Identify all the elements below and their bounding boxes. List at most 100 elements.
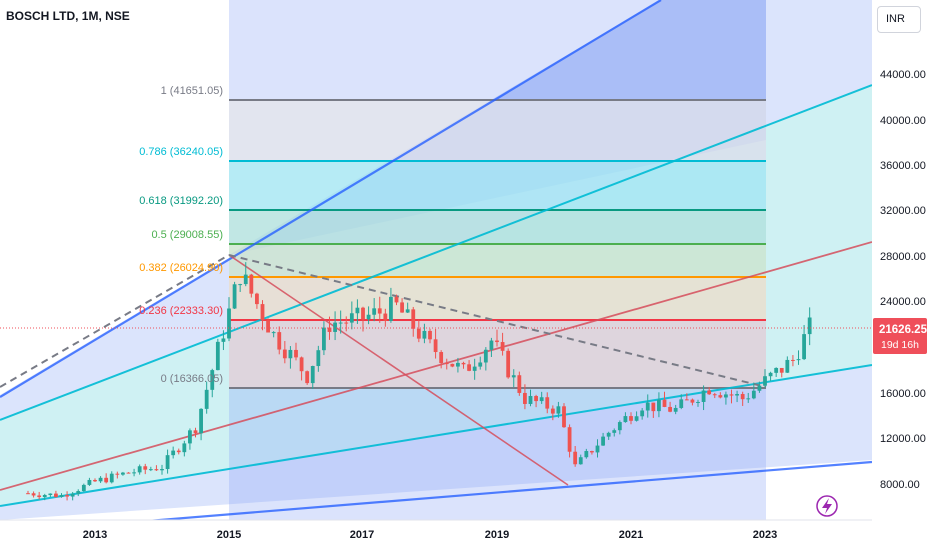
parallel-upper-line[interactable]	[0, 84, 872, 421]
dashed-extension-line[interactable]	[0, 254, 230, 388]
candle-body	[657, 399, 661, 412]
candle-body	[48, 493, 53, 496]
candle-body	[774, 367, 779, 373]
candle-body	[523, 392, 527, 404]
candle-body	[137, 466, 142, 473]
candle-body	[768, 372, 773, 377]
candle-body	[109, 473, 114, 483]
lightning-icon[interactable]	[816, 495, 838, 517]
candle-body	[506, 350, 511, 378]
candle-body	[344, 322, 349, 324]
candle-body	[171, 450, 176, 456]
candle-body	[31, 493, 36, 496]
candle-body	[718, 395, 723, 398]
time-axis[interactable]	[0, 520, 872, 550]
candle-body	[260, 304, 265, 321]
time-axis-ticks: 2013 2015 2017 2019 2021 2023	[83, 529, 777, 541]
candle-body	[483, 349, 488, 363]
candle-body	[444, 363, 449, 365]
dashed-resistance-line[interactable]	[228, 254, 767, 388]
candle-body	[696, 401, 700, 403]
candle-body	[472, 366, 477, 371]
candle-body	[779, 367, 784, 373]
candle-body	[37, 495, 42, 498]
price-tick-label: 16000.00	[880, 388, 926, 400]
candle-body	[701, 390, 706, 402]
red-decline-line[interactable]	[228, 254, 569, 486]
time-tick-label: 2023	[753, 529, 777, 541]
candle-body	[227, 308, 231, 339]
candle-body	[757, 385, 762, 391]
candle-body	[210, 370, 215, 390]
candle-body	[562, 406, 566, 428]
candle-body	[389, 296, 393, 321]
candle-body	[791, 359, 795, 361]
price-tick-label: 44000.00	[880, 69, 926, 81]
fib-band-3	[229, 210, 766, 244]
candle-body	[601, 436, 605, 446]
channel-lower-line[interactable]	[0, 460, 872, 533]
candle-body	[500, 342, 505, 351]
candle-body	[623, 416, 628, 423]
candle-body	[176, 450, 181, 453]
candle-body	[299, 357, 304, 372]
candle-body	[355, 307, 360, 314]
candle-body	[338, 322, 343, 324]
last-price-value: 21626.25	[879, 324, 928, 336]
parallel-lower-line[interactable]	[0, 364, 872, 507]
channel-upper-line[interactable]	[0, 0, 662, 398]
candle-body	[662, 399, 667, 407]
candle-body	[668, 406, 672, 412]
fib-levels[interactable]	[229, 99, 766, 389]
candle-body	[528, 395, 533, 404]
candle-body	[333, 322, 337, 332]
candle-body	[450, 363, 455, 367]
last-price-label: 21626.25 19d 16h	[873, 318, 928, 354]
candle-body	[746, 398, 751, 400]
candle-body	[684, 399, 689, 401]
time-tick-label: 2013	[83, 529, 107, 541]
candle-body	[478, 362, 483, 367]
red-trend-line[interactable]	[0, 241, 872, 491]
candle-body	[612, 430, 617, 433]
candle-body	[249, 274, 254, 294]
price-tick-label: 8000.00	[880, 479, 920, 491]
price-tick-label: 24000.00	[880, 296, 926, 308]
candle-body	[729, 394, 734, 396]
candle-body	[807, 317, 812, 335]
candle-body	[221, 338, 226, 342]
countdown-timer: 19d 16h	[881, 339, 919, 351]
price-tick-label: 40000.00	[880, 115, 926, 127]
candle-body	[740, 394, 745, 400]
candle-body	[400, 302, 404, 313]
candle-body	[595, 445, 600, 453]
fib-label-1: 1 (41651.05)	[161, 85, 223, 97]
candle-body	[26, 493, 30, 495]
candle-body	[673, 407, 678, 412]
candle-body	[271, 332, 276, 334]
symbol-header[interactable]: BOSCH LTD, 1M, NSE	[6, 9, 130, 23]
candle-body	[606, 432, 611, 437]
candle-body	[578, 457, 583, 465]
currency-selector[interactable]: INR	[877, 6, 921, 33]
candle-body	[98, 477, 103, 482]
price-tick-label: 28000.00	[880, 251, 926, 263]
candle-body	[461, 362, 466, 365]
candle-body	[383, 313, 388, 321]
candle-body	[188, 430, 192, 444]
candle-body	[712, 394, 717, 396]
candle-body	[796, 359, 801, 361]
candle-body	[567, 427, 572, 452]
price-tick-label: 36000.00	[880, 160, 926, 172]
candle-body	[361, 307, 365, 320]
candle-body	[349, 313, 354, 323]
candle-body	[617, 422, 622, 431]
candle-body	[724, 394, 728, 398]
candle-body	[573, 451, 578, 465]
candle-body	[282, 349, 287, 359]
price-axis[interactable]	[872, 0, 932, 550]
time-tick-label: 2019	[485, 529, 509, 541]
candle-body	[433, 339, 438, 353]
candle-body	[377, 308, 382, 314]
